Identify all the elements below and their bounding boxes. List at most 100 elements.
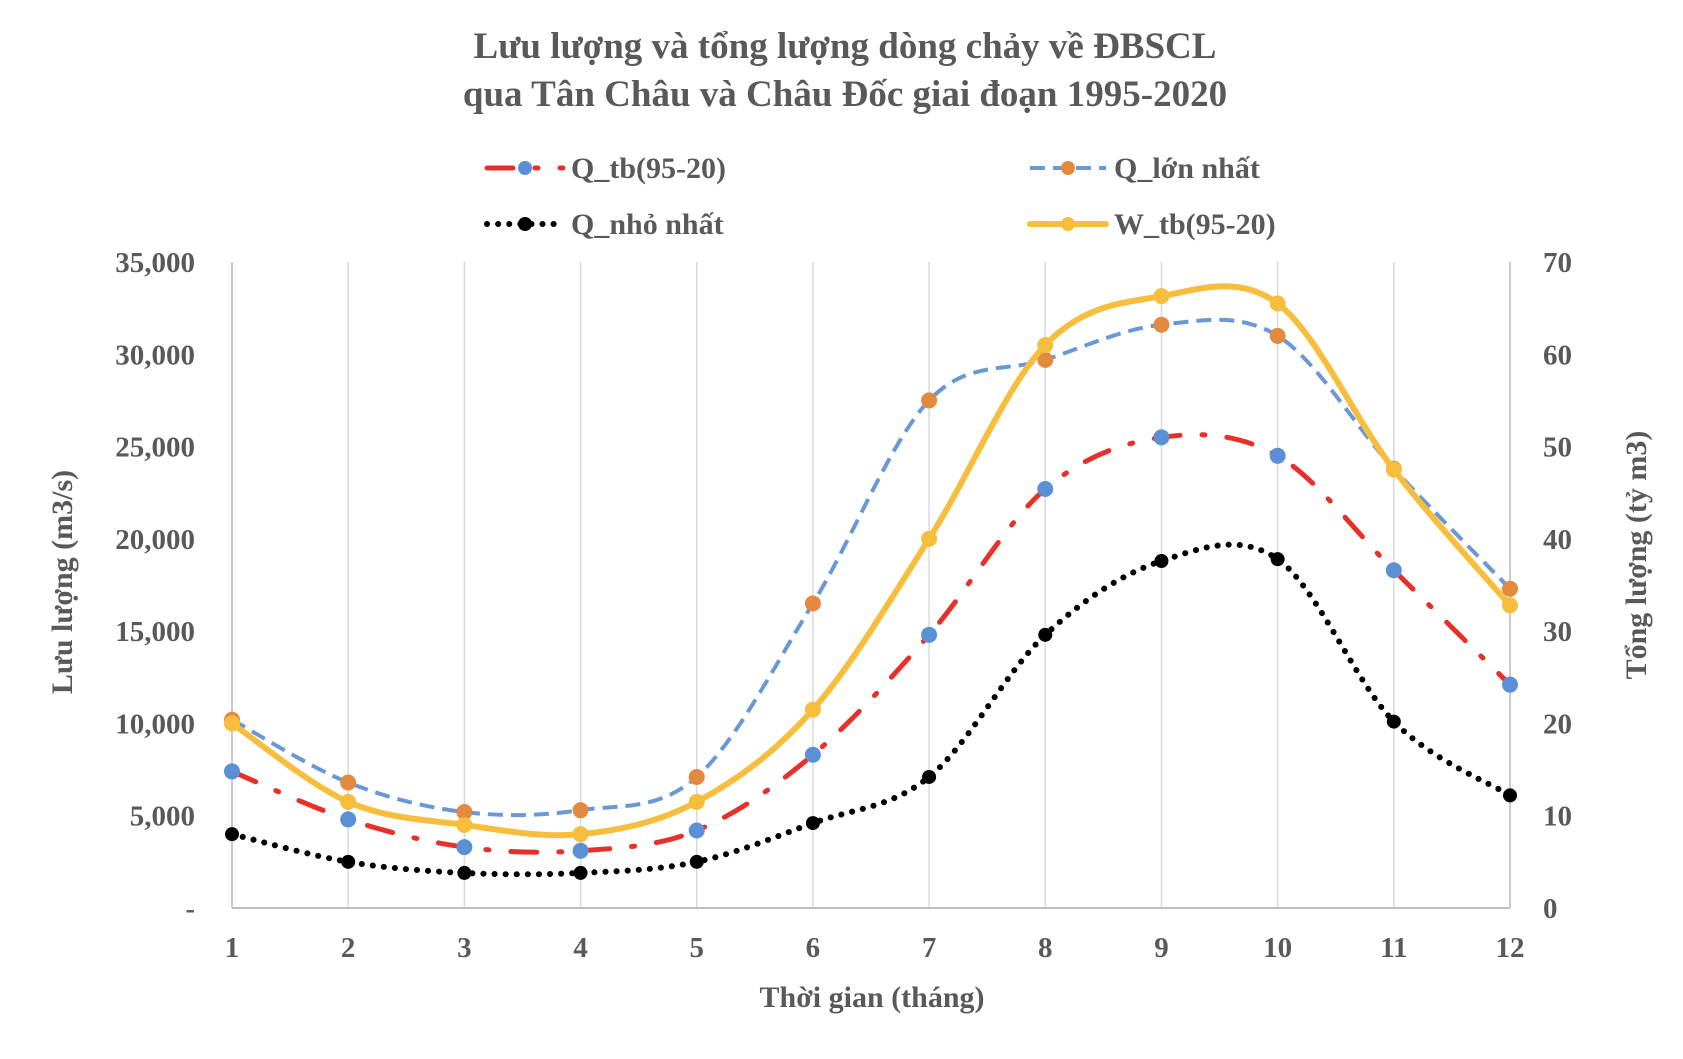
data-point bbox=[1502, 580, 1518, 597]
data-point bbox=[1269, 295, 1286, 312]
series-1 bbox=[224, 429, 1518, 859]
y2-tick-label: 70 bbox=[1543, 247, 1572, 279]
data-point bbox=[921, 530, 938, 547]
data-point bbox=[689, 854, 704, 869]
y-tick-label: 5,000 bbox=[130, 801, 195, 833]
data-point bbox=[804, 746, 821, 763]
x-tick-label: 3 bbox=[457, 932, 472, 964]
x-tick-label: 11 bbox=[1380, 932, 1407, 964]
x-tick-label: 1 bbox=[225, 932, 240, 964]
y-tick-label: 10,000 bbox=[115, 708, 195, 740]
x-tick-label: 10 bbox=[1263, 932, 1292, 964]
gridlines bbox=[231, 262, 1511, 908]
data-point bbox=[341, 854, 356, 869]
legend-marker bbox=[1061, 161, 1075, 175]
y-axis-title: Lưu lượng (m3/s) bbox=[46, 470, 79, 694]
y-tick-label: 15,000 bbox=[115, 616, 195, 648]
data-point bbox=[1037, 351, 1054, 368]
data-point bbox=[572, 802, 589, 819]
data-point bbox=[804, 595, 821, 612]
legend-item-3: Q_nhỏ nhất bbox=[484, 208, 724, 241]
data-point bbox=[572, 826, 589, 843]
y-tick-label: - bbox=[185, 893, 195, 925]
y2-axis-title: Tổng lượng (tỷ m3) bbox=[1620, 431, 1653, 680]
data-point bbox=[456, 816, 473, 833]
data-point bbox=[1153, 429, 1170, 446]
y2-tick-label: 10 bbox=[1543, 801, 1572, 833]
data-point bbox=[921, 626, 938, 643]
data-point bbox=[922, 769, 937, 784]
data-point bbox=[1269, 447, 1286, 464]
legend-marker bbox=[1061, 217, 1075, 231]
data-point bbox=[804, 701, 821, 718]
x-tick-label: 8 bbox=[1038, 932, 1053, 964]
legend-marker bbox=[518, 217, 532, 231]
data-point bbox=[340, 793, 357, 810]
y2-tick-label: 20 bbox=[1543, 708, 1572, 740]
data-point bbox=[456, 804, 473, 821]
data-point bbox=[1153, 316, 1170, 333]
data-point bbox=[457, 865, 472, 880]
y-tick-label: 30,000 bbox=[115, 339, 195, 371]
series-3 bbox=[225, 541, 1517, 880]
legend-label: Q_lớn nhất bbox=[1114, 152, 1260, 185]
data-point bbox=[921, 392, 938, 409]
series-line bbox=[229, 432, 1513, 855]
y2-tick-label: 60 bbox=[1543, 339, 1572, 371]
chart-title-line-2: qua Tân Châu và Châu Đốc giai đoạn 1995-… bbox=[463, 74, 1227, 115]
chart-title-line-1: Lưu lượng và tổng lượng dòng chảy về ĐBS… bbox=[474, 26, 1217, 67]
data-point bbox=[688, 768, 705, 785]
data-point bbox=[573, 865, 588, 880]
data-point bbox=[1037, 481, 1054, 498]
x-tick-label: 12 bbox=[1496, 932, 1525, 964]
series-line bbox=[229, 283, 1513, 839]
data-point bbox=[225, 827, 239, 842]
y-tick-label: 25,000 bbox=[115, 432, 195, 464]
y2-tick-label: 50 bbox=[1543, 432, 1572, 464]
y2-tick-label: 30 bbox=[1543, 616, 1572, 648]
data-point bbox=[340, 811, 357, 828]
legend-item-4: W_tb(95-20) bbox=[1027, 208, 1276, 241]
legend-item-1: Q_tb(95-20) bbox=[484, 152, 726, 185]
data-point bbox=[1037, 337, 1054, 354]
data-point bbox=[224, 715, 240, 732]
data-point bbox=[1385, 461, 1402, 478]
legend-marker bbox=[518, 161, 532, 175]
legend-label: Q_tb(95-20) bbox=[571, 152, 726, 185]
data-point bbox=[688, 793, 705, 810]
data-point bbox=[1502, 676, 1518, 693]
chart-title: Lưu lượng và tổng lượng dòng chảy về ĐBS… bbox=[463, 26, 1227, 115]
data-point bbox=[456, 839, 473, 856]
data-point bbox=[688, 822, 705, 839]
series-line bbox=[229, 541, 1513, 878]
legend-label: Q_nhỏ nhất bbox=[571, 208, 724, 241]
x-tick-label: 4 bbox=[573, 932, 588, 964]
data-point bbox=[805, 816, 820, 831]
data-point bbox=[1269, 327, 1286, 344]
data-point bbox=[1502, 597, 1518, 614]
series-line bbox=[231, 317, 1512, 818]
legend-label: W_tb(95-20) bbox=[1114, 208, 1276, 241]
data-point bbox=[1038, 627, 1053, 642]
y2-tick-label: 40 bbox=[1543, 524, 1572, 556]
x-tick-label: 6 bbox=[806, 932, 821, 964]
legend-item-2: Q_lớn nhất bbox=[1030, 152, 1260, 185]
data-point bbox=[340, 774, 357, 791]
data-point bbox=[224, 763, 240, 780]
data-point bbox=[1154, 554, 1169, 569]
data-point bbox=[1270, 552, 1285, 567]
data-point bbox=[572, 842, 589, 859]
y2-tick-label: 0 bbox=[1543, 893, 1558, 925]
axes: 1 2 3 4 5 6 7 8 9 10 11 12-5,00010,00015,00020,0002… bbox=[115, 247, 1572, 964]
data-point bbox=[1503, 788, 1517, 803]
x-tick-label: 7 bbox=[922, 932, 937, 964]
data-point bbox=[1153, 288, 1170, 305]
data-point bbox=[1385, 562, 1402, 579]
data-point bbox=[1386, 714, 1401, 729]
series-4 bbox=[224, 283, 1518, 843]
x-axis-title: Thời gian (tháng) bbox=[760, 981, 985, 1014]
y-tick-label: 20,000 bbox=[115, 524, 195, 556]
legend: Q_tb(95-20) Q_lớn nhất Q_nhỏ nhất W_tb(95-2… bbox=[484, 152, 1276, 241]
